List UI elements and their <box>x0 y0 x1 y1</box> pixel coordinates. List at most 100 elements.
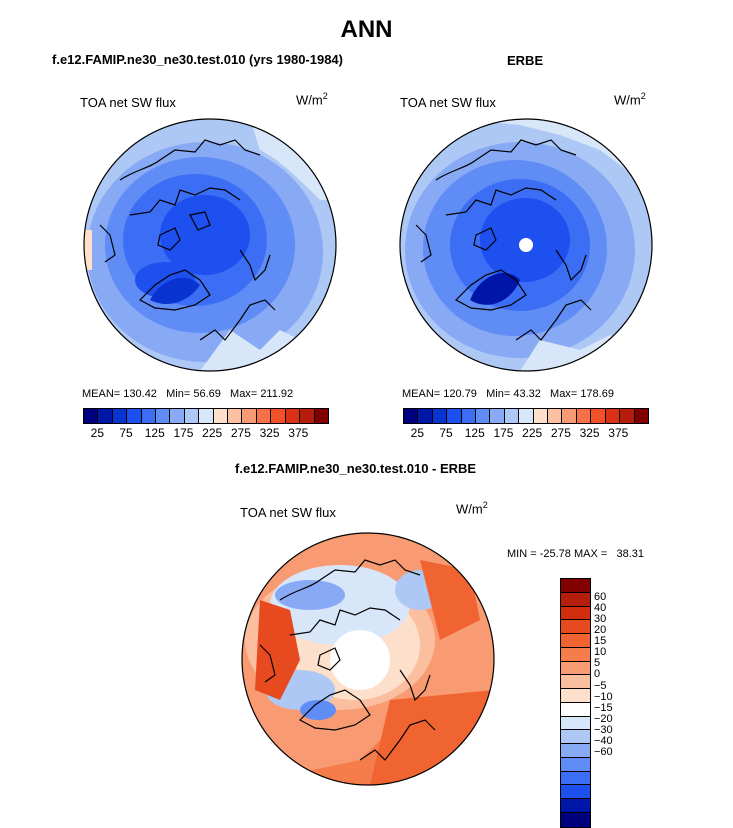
colorbar-swatch <box>300 409 315 423</box>
colorbar-tick-label: 75 <box>119 426 133 440</box>
colorbar-tick-label: 275 <box>230 426 251 440</box>
left-polar-map <box>84 119 336 371</box>
colorbar-tick-label: 375 <box>608 426 629 440</box>
colorbar-swatch <box>461 409 477 423</box>
colorbar-swatch <box>170 409 185 423</box>
colorbar-swatch <box>561 620 590 634</box>
colorbar-swatch <box>561 647 590 662</box>
right-colorbar <box>403 408 649 424</box>
colorbar-swatch <box>620 409 635 423</box>
colorbar-tick-label: −15 <box>594 701 613 714</box>
left-colorbar <box>83 408 329 424</box>
colorbar-swatch <box>519 409 534 423</box>
colorbar-tick-label: 375 <box>288 426 309 440</box>
colorbar-swatch <box>476 409 491 423</box>
colorbar-swatch <box>561 730 590 744</box>
diff-stats: MIN = -25.78 MAX = 38.31 <box>507 548 645 560</box>
left-mean-value: 130.42 <box>123 388 157 400</box>
left-variable-label: TOA net SW flux <box>80 95 176 110</box>
colorbar-swatch <box>112 409 128 423</box>
colorbar-tick-label: 225 <box>522 426 543 440</box>
colorbar-tick-label: −30 <box>594 723 613 736</box>
colorbar-tick-label: 75 <box>439 426 453 440</box>
right-colorbar-ticks: 25 75 125 175 225 275 325 375 <box>403 426 649 440</box>
colorbar-swatch <box>228 409 243 423</box>
right-mean-value: 120.79 <box>443 388 477 400</box>
colorbar-swatch <box>561 675 590 689</box>
colorbar-swatch <box>561 606 590 621</box>
diff-min-value: -25.78 <box>539 548 571 560</box>
right-panel-title: ERBE <box>507 53 544 68</box>
colorbar-swatch <box>271 409 286 423</box>
colorbar-swatch <box>561 661 590 676</box>
left-min-value: 56.69 <box>193 388 221 400</box>
colorbar-swatch <box>561 579 590 593</box>
colorbar-tick-label: 20 <box>594 623 607 636</box>
left-map-border <box>83 118 337 372</box>
colorbar-swatch <box>561 785 590 799</box>
colorbar-tick-label: −10 <box>594 690 613 703</box>
left-colorbar-ticks: 25 75 125 175 225 275 325 375 <box>83 426 329 440</box>
colorbar-swatch <box>561 716 590 731</box>
colorbar-swatch <box>576 409 592 423</box>
colorbar-tick-label: 175 <box>173 426 194 440</box>
diff-variable-label: TOA net SW flux <box>240 505 336 520</box>
left-panel-title: f.e12.FAMIP.ne30_ne30.test.010 (yrs 1980… <box>52 52 343 67</box>
colorbar-swatch <box>490 409 505 423</box>
colorbar-tick-label: 25 <box>410 426 425 440</box>
colorbar-swatch <box>634 409 648 423</box>
colorbar-tick-label: −5 <box>594 679 607 692</box>
colorbar-swatch <box>156 409 171 423</box>
diff-panel-title: f.e12.FAMIP.ne30_ne30.test.010 - ERBE <box>235 461 477 476</box>
colorbar-tick-label: −60 <box>594 746 613 759</box>
colorbar-swatch <box>561 634 590 648</box>
right-stats: MEAN= 120.79 Min= 43.32 Max= 178.69 <box>402 388 614 400</box>
colorbar-swatch <box>562 409 577 423</box>
colorbar-tick-label: 40 <box>594 601 607 614</box>
colorbar-swatch <box>591 409 606 423</box>
colorbar-tick-label: −40 <box>594 735 613 748</box>
colorbar-swatch <box>561 592 590 607</box>
diff-pole-hole <box>361 649 375 663</box>
colorbar-swatch <box>561 771 590 786</box>
colorbar-swatch <box>285 409 301 423</box>
colorbar-tick-label: 30 <box>594 612 607 625</box>
colorbar-swatch <box>84 409 99 423</box>
colorbar-swatch <box>141 409 157 423</box>
colorbar-swatch <box>561 744 590 758</box>
colorbar-tick-label: 10 <box>594 646 607 659</box>
colorbar-swatch <box>199 409 214 423</box>
colorbar-swatch <box>533 409 549 423</box>
colorbar-tick-label: 275 <box>550 426 571 440</box>
diff-coastlines <box>259 559 436 761</box>
colorbar-swatch <box>184 409 200 423</box>
right-variable-label: TOA net SW flux <box>400 95 496 110</box>
colorbar-swatch <box>432 409 448 423</box>
colorbar-swatch <box>561 812 590 827</box>
diff-colorbar <box>560 578 591 828</box>
colorbar-swatch <box>418 409 433 423</box>
right-pole-hole <box>519 238 533 252</box>
colorbar-swatch <box>561 702 590 717</box>
colorbar-tick-label: 15 <box>594 635 607 648</box>
diff-map-border <box>241 532 495 786</box>
diff-max-value: 38.31 <box>616 548 645 560</box>
colorbar-tick-label: 125 <box>144 426 165 440</box>
colorbar-swatch <box>242 409 257 423</box>
maps-canvas <box>83 118 653 786</box>
colorbar-tick-label: 325 <box>579 426 600 440</box>
colorbar-tick-label: −20 <box>594 712 613 725</box>
colorbar-swatch <box>213 409 229 423</box>
figure-title: ANN <box>340 16 393 43</box>
colorbar-tick-label: 175 <box>493 426 514 440</box>
right-units-label: W/m2 <box>614 91 646 108</box>
colorbar-swatch <box>404 409 419 423</box>
colorbar-tick-label: 225 <box>202 426 223 440</box>
colorbar-swatch <box>447 409 462 423</box>
colorbar-swatch <box>98 409 113 423</box>
colorbar-tick-label: 25 <box>90 426 105 440</box>
colorbar-tick-label: 125 <box>464 426 485 440</box>
left-units-label: W/m2 <box>296 91 328 108</box>
colorbar-tick-label: 325 <box>259 426 280 440</box>
right-coastlines <box>415 139 592 341</box>
